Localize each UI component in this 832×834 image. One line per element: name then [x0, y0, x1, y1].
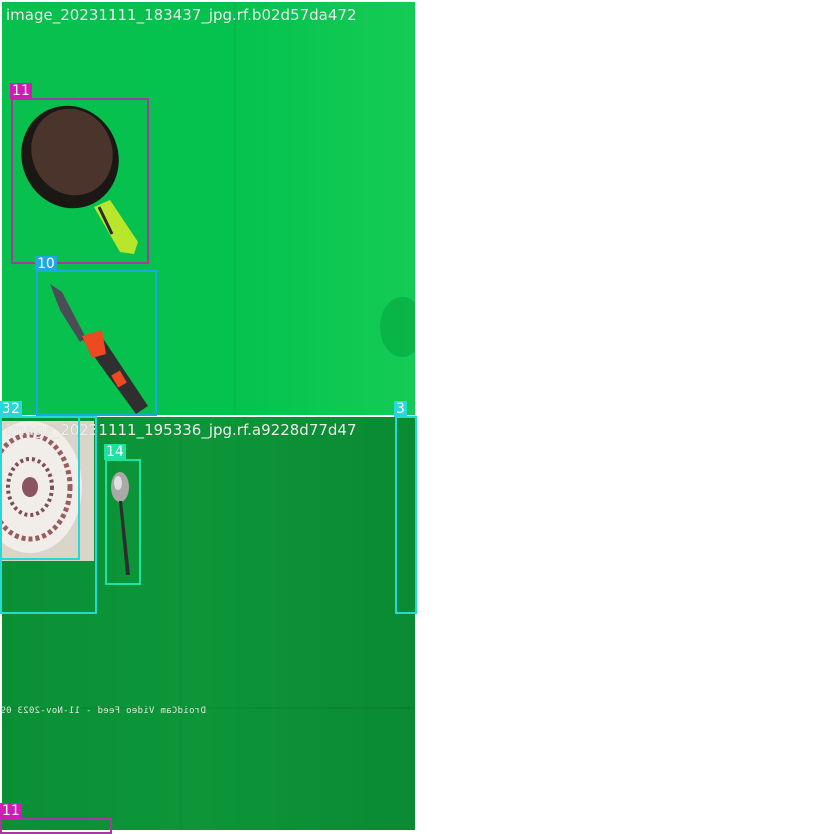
- knife: [50, 284, 148, 414]
- tile-top-title: image_20231111_183437_jpg.rf.b02d57da472: [6, 6, 357, 24]
- frying-pan: [21, 105, 138, 254]
- spoon: [111, 472, 130, 575]
- tile-top-photo: [21, 105, 415, 414]
- tag-plate-inner: 2: [9, 401, 22, 417]
- droidcam-overlay-text: DroidCam Video Feed - 11-Nov-2023 09: [0, 706, 206, 716]
- bbox-spoon: [105, 459, 141, 585]
- bbox-knife: [36, 270, 157, 416]
- tag-pan: 11: [10, 83, 32, 99]
- tile-bottom-title: image_20231111_195336_jpg.rf.a9228d77d47: [6, 421, 357, 439]
- tag-knife: 10: [35, 256, 57, 272]
- bbox-right-edge: [395, 416, 417, 614]
- bbox-pan: [11, 98, 149, 264]
- tag-right-edge: 3: [394, 401, 407, 417]
- bbox-plate-inner: [0, 416, 80, 560]
- plate: [2, 421, 82, 553]
- mosaic-tile-top: image_20231111_183437_jpg.rf.b02d57da472: [2, 2, 415, 415]
- tag-pan-bottom: 11: [0, 803, 22, 819]
- tag-spoon: 14: [104, 444, 126, 460]
